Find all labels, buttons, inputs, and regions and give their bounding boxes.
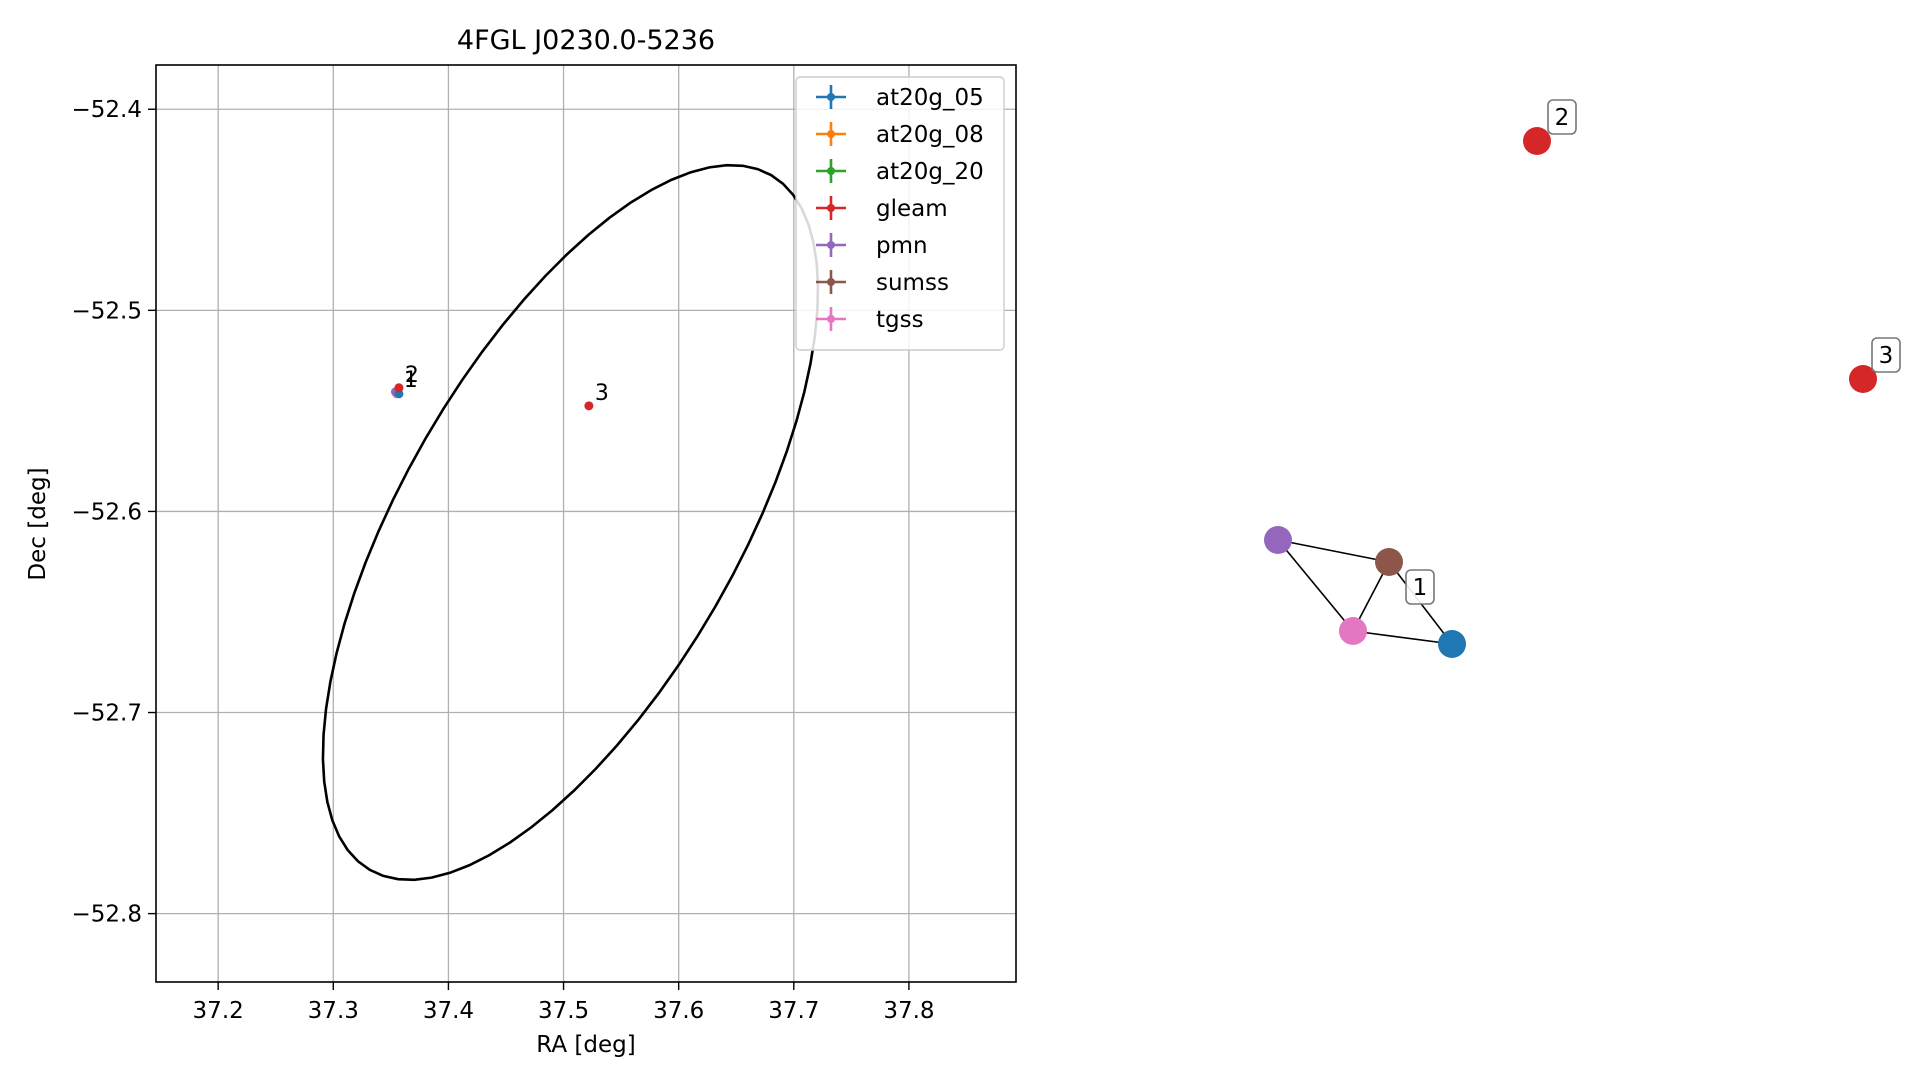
point-label: 2: [405, 363, 419, 388]
legend-marker-dot: [827, 93, 835, 101]
y-tick-label: −52.8: [72, 902, 142, 928]
network-label: 3: [1871, 337, 1901, 373]
x-tick-label: 37.4: [423, 998, 474, 1024]
legend-item: sumss: [816, 270, 949, 296]
y-tick-label: −52.7: [72, 701, 142, 727]
network-node-at20g_05: [1438, 630, 1466, 658]
legend-label: at20g_20: [876, 159, 984, 185]
x-tick-label: 37.5: [538, 998, 589, 1024]
point-label: 1: [404, 368, 418, 393]
x-tick-label: 37.3: [308, 998, 359, 1024]
y-tick-label: −52.6: [72, 499, 142, 525]
network-node-gleam_2: [1523, 127, 1551, 155]
legend-marker-dot: [827, 130, 835, 138]
x-axis-label: RA [deg]: [536, 1032, 635, 1058]
legend-item: gleam: [816, 196, 948, 222]
legend-item: at20g_08: [816, 122, 984, 148]
y-axis-label: Dec [deg]: [25, 467, 51, 580]
data-points: [390, 383, 594, 411]
y-tick-label: −52.5: [72, 298, 142, 324]
y-axis-ticks: −52.4 −52.5 −52.6 −52.7 −52.8: [72, 97, 156, 928]
network-edge: [1352, 630, 1453, 645]
legend-item: pmn: [816, 233, 928, 259]
network-edge: [1277, 539, 1354, 632]
network-label-box: [1547, 99, 1577, 135]
sky-position-chart: 213 37.2 37.3 37.4 37.5 37.6 37.7 37.8 −52.4−5…: [25, 25, 1017, 1058]
legend-label: at20g_08: [876, 122, 984, 148]
legend-label: pmn: [876, 233, 928, 259]
legend-label: at20g_05: [876, 85, 984, 111]
x-tick-label: 37.8: [883, 998, 934, 1024]
legend-label: sumss: [876, 270, 949, 296]
network-label-box: [1405, 569, 1435, 605]
x-axis-ticks: 37.2 37.3 37.4 37.5 37.6 37.7 37.8: [193, 982, 935, 1024]
legend-marker-dot: [827, 204, 835, 212]
legend-item: tgss: [816, 307, 924, 333]
chart-title: 4FGL J0230.0-5236: [457, 25, 715, 56]
plot-frame: [155, 64, 1017, 983]
legend-marker-dot: [827, 167, 835, 175]
legend-marker-dot: [827, 315, 835, 323]
point-label: 3: [595, 381, 609, 406]
network-edge: [1277, 539, 1390, 563]
legend-item: at20g_20: [816, 159, 984, 185]
legend-label: gleam: [876, 196, 948, 222]
network-label-box: [1871, 337, 1901, 373]
legend-box: [795, 76, 1005, 351]
network-node-pmn: [1264, 526, 1292, 554]
legend-marker-dot: [827, 241, 835, 249]
legend-marker-dot: [827, 278, 835, 286]
data-point-gleam: [584, 401, 594, 411]
network-node-gleam_3: [1849, 365, 1877, 393]
network-label: 2: [1547, 99, 1577, 135]
x-tick-label: 37.6: [653, 998, 704, 1024]
data-point-gleam: [394, 383, 404, 393]
network-nodes: [1264, 127, 1877, 658]
error-ellipse: [321, 163, 820, 882]
point-labels: 21 3: [404, 363, 609, 406]
network-node-tgss: [1339, 617, 1367, 645]
network-label-text: 2: [1555, 105, 1570, 131]
network-label-text: 3: [1879, 343, 1894, 369]
network-label: 1: [1405, 569, 1435, 605]
crossmatch-network: 1 2 3: [1264, 99, 1901, 658]
x-tick-label: 37.7: [768, 998, 819, 1024]
legend-label: tgss: [876, 307, 924, 333]
network-labels: 1 2 3: [1405, 99, 1901, 605]
grid: [156, 65, 1016, 982]
network-label-text: 1: [1413, 575, 1428, 601]
y-tick-label: −52.4: [72, 97, 142, 123]
network-node-sumss: [1375, 548, 1403, 576]
x-tick-label: 37.2: [193, 998, 244, 1024]
legend-item: at20g_05: [816, 85, 984, 111]
